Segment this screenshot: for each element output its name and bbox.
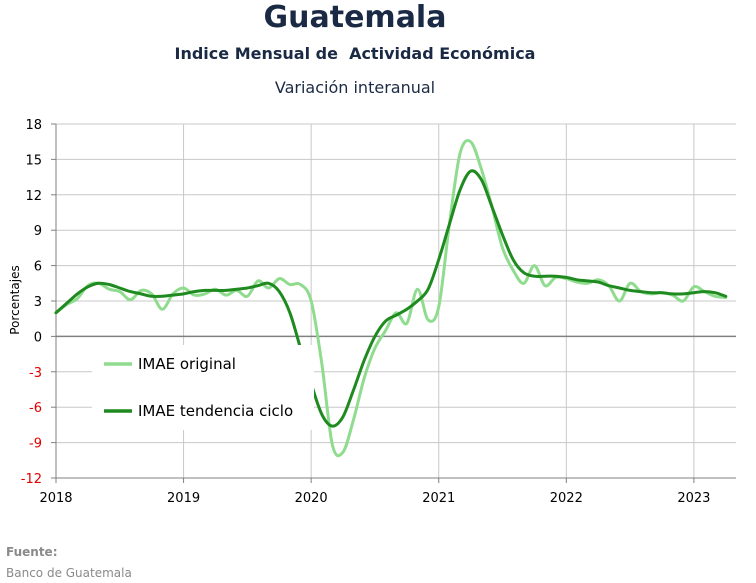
- axes: 18 15 12 9 6 3 0 -3 -6 -9 -12 2018 2019 2020 2021 2022 2…: [21, 118, 736, 506]
- y-tick-label: 3: [34, 295, 42, 310]
- y-tick-label: 0: [34, 330, 42, 345]
- y-tick-label: -12: [21, 472, 42, 487]
- x-tick-label: 2021: [422, 491, 455, 506]
- y-tick-label: -6: [29, 401, 42, 416]
- x-tick-label: 2019: [167, 491, 200, 506]
- legend-label-original: IMAE original: [138, 355, 236, 373]
- chart-subtitle-2: Variación interanual: [274, 78, 436, 97]
- x-tick-label: 2023: [677, 491, 710, 506]
- legend-background: [92, 345, 314, 430]
- chart-title: Guatemala: [263, 0, 447, 35]
- y-tick-label: 12: [25, 189, 42, 204]
- x-tick-label: 2022: [550, 491, 583, 506]
- x-tick-label: 2018: [39, 491, 72, 506]
- y-tick-label: -3: [29, 366, 42, 381]
- source-text: Banco de Guatemala: [6, 566, 132, 580]
- y-tick-label: 6: [34, 260, 42, 275]
- y-tick-label: 15: [25, 153, 42, 168]
- legend: IMAE original IMAE tendencia ciclo: [92, 345, 314, 430]
- legend-label-trend: IMAE tendencia ciclo: [138, 402, 293, 420]
- y-tick-label: 9: [34, 224, 42, 239]
- x-tick-label: 2020: [295, 491, 328, 506]
- series-line-trend: [54, 169, 728, 428]
- y-tick-label: 18: [25, 118, 42, 133]
- series-group: [54, 139, 728, 458]
- y-tick-label: -9: [29, 437, 42, 452]
- chart-subtitle: Indice Mensual de Actividad Económica: [174, 44, 536, 63]
- y-axis-label: Porcentajes: [8, 265, 22, 334]
- source-label: Fuente:: [6, 545, 58, 559]
